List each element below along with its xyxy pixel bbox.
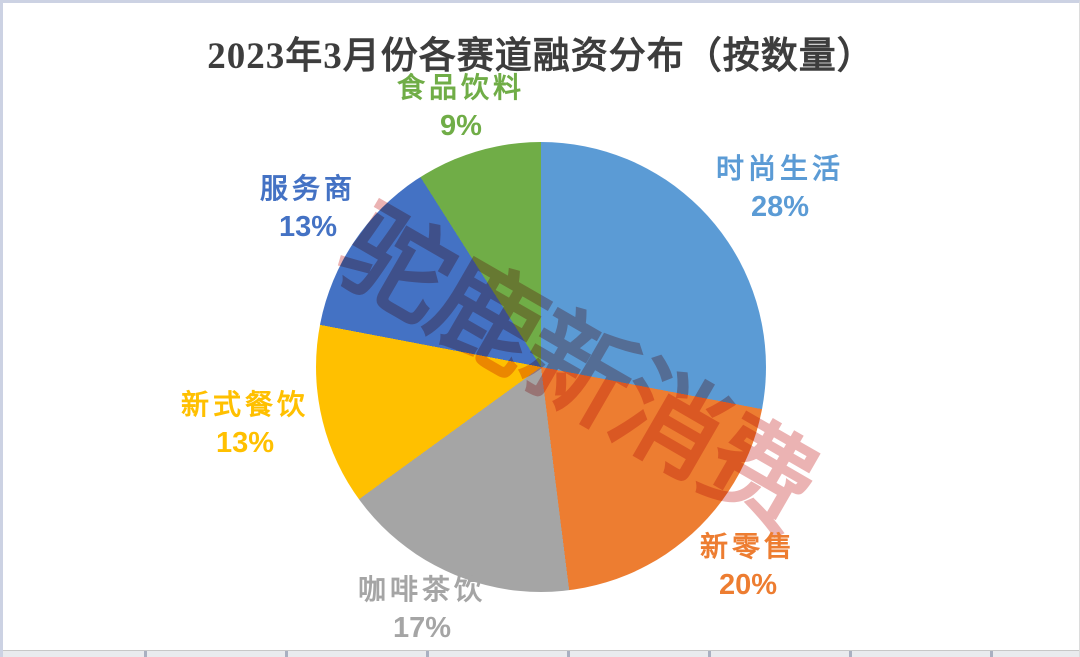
slice-percent-value: 17% [392,612,452,644]
slice-percent-value: 13% [278,211,338,243]
slice-category-name: 食品饮料 [396,73,525,104]
slice-percent-value: 9% [440,110,482,142]
slice-percent-value: 28% [750,191,810,223]
slice-category-name: 服务商 [259,174,356,205]
pie-slice-label: 咖啡茶饮 17% [322,574,522,648]
pie-slice-label: 服务商 13% [208,173,408,247]
pie-slice-label: 时尚生活 28% [680,153,880,227]
pie-slice-label: 新式餐饮 13% [145,389,345,463]
slice-percent-value: 20% [718,569,778,601]
slice-category-name: 咖啡茶饮 [357,575,486,606]
slice-category-name: 时尚生活 [715,154,844,185]
pie-slice-label: 新零售 20% [648,531,848,605]
pie-chart [316,142,766,592]
slice-category-name: 新式餐饮 [180,390,309,421]
slice-percent-value: 13% [215,427,275,459]
spreadsheet-gridline-strip [3,650,1079,657]
chart-title: 2023年3月份各赛道融资分布（按数量） [207,36,875,77]
pie-slice-label: 食品饮料 9% [361,72,561,146]
slice-category-name: 新零售 [699,532,796,563]
